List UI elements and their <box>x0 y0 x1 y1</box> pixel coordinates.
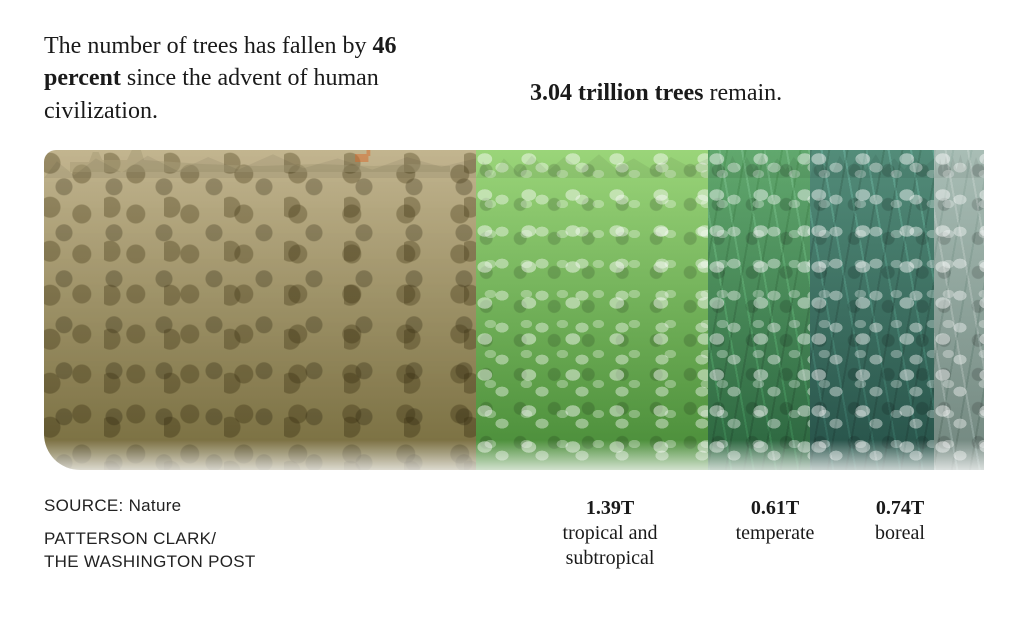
panel-deforested-texture <box>44 150 476 470</box>
credit-line-1: PATTERSON CLARK/ <box>44 529 216 548</box>
panel-deforested <box>44 150 476 470</box>
infographic-root: The number of trees has fallen by 46 per… <box>0 0 1024 620</box>
headline-right: 3.04 trillion trees remain. <box>530 78 782 109</box>
category-boreal: 0.74Tboreal <box>845 496 955 546</box>
category-temperate-value: 0.61T <box>710 496 840 521</box>
panel-temperate <box>708 150 810 470</box>
headline-left-prefix: The number of trees has fallen by <box>44 33 373 59</box>
headline-left: The number of trees has fallen by 46 per… <box>44 30 444 127</box>
category-temperate: 0.61Ttemperate <box>710 496 840 546</box>
panel-temperate-conifer-strokes <box>708 150 810 470</box>
source-value: Nature <box>129 496 182 515</box>
headline-right-suffix: remain. <box>704 80 783 106</box>
panel-boreal-conifer-strokes <box>810 150 934 470</box>
category-temperate-label-1: temperate <box>710 521 840 546</box>
credit-line: PATTERSON CLARK/ THE WASHINGTON POST <box>44 528 256 574</box>
source-line: SOURCE: Nature <box>44 496 181 516</box>
panel-boreal <box>810 150 934 470</box>
credit-line-2: THE WASHINGTON POST <box>44 552 256 571</box>
panel-tropical-texture <box>476 150 708 470</box>
panel-sliver-conifer-strokes <box>934 150 984 470</box>
panel-tropical <box>476 150 708 470</box>
category-boreal-label-1: boreal <box>845 521 955 546</box>
deforested-skyline <box>70 150 450 172</box>
headline-right-bold: 3.04 trillion trees <box>530 80 704 106</box>
category-boreal-value: 0.74T <box>845 496 955 521</box>
source-label: SOURCE: <box>44 496 124 515</box>
category-tropical-value: 1.39T <box>515 496 705 521</box>
landcover-illustration <box>44 150 984 470</box>
category-tropical: 1.39Ttropical andsubtropical <box>515 496 705 571</box>
category-tropical-label-1: tropical and <box>515 521 705 546</box>
panel-sliver <box>934 150 984 470</box>
category-tropical-label-2: subtropical <box>515 546 705 571</box>
